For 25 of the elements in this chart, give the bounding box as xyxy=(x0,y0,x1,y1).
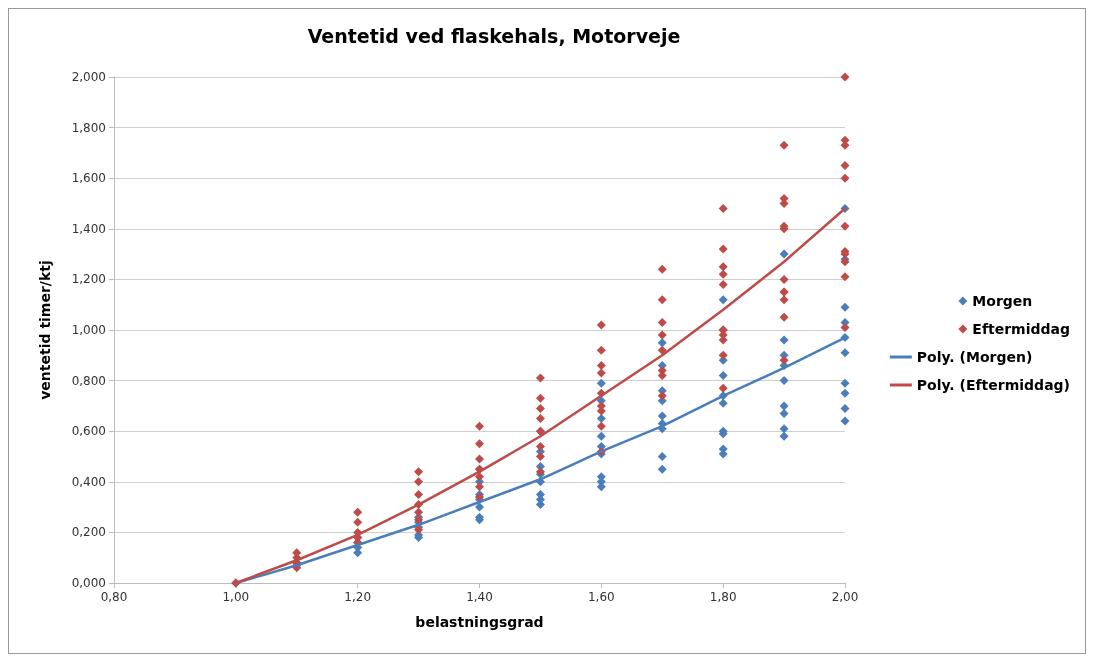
y-tick-label: 0,400 xyxy=(71,474,106,489)
y-tick-label: 0,600 xyxy=(71,424,106,439)
legend-label: Eftermiddag xyxy=(972,321,1071,337)
y-tick-label: 1,600 xyxy=(71,171,106,186)
y-tick-label: 1,000 xyxy=(71,323,106,337)
y-tick-label: 1,400 xyxy=(71,221,106,236)
y-tick-label: 1,800 xyxy=(71,120,106,135)
legend-label: Morgen xyxy=(972,293,1033,309)
chart-title: Ventetid ved flaskehals, Motorveje xyxy=(307,24,681,47)
x-tick-label: 1,20 xyxy=(344,590,372,604)
legend-label: Poly. (Morgen) xyxy=(916,349,1033,365)
legend-label: Poly. (Eftermiddag) xyxy=(916,377,1070,393)
x-tick-label: 1,60 xyxy=(587,590,615,604)
y-tick-label: 1,200 xyxy=(71,272,106,287)
x-tick-label: 1,00 xyxy=(222,590,250,604)
y-tick-label: 0,800 xyxy=(71,373,106,388)
y-axis-title: ventetid timer/ktj xyxy=(37,260,53,400)
x-tick-label: 1,80 xyxy=(709,590,737,604)
x-tick-label: 2,00 xyxy=(831,590,859,604)
y-tick-label: 2,000 xyxy=(71,70,106,84)
x-tick-label: 1,40 xyxy=(466,590,493,604)
y-tick-label: 0,000 xyxy=(71,576,106,590)
y-tick-label: 0,200 xyxy=(71,525,106,540)
x-axis-title: belastningsgrad xyxy=(415,614,544,630)
x-tick-label: 0,80 xyxy=(100,590,128,604)
